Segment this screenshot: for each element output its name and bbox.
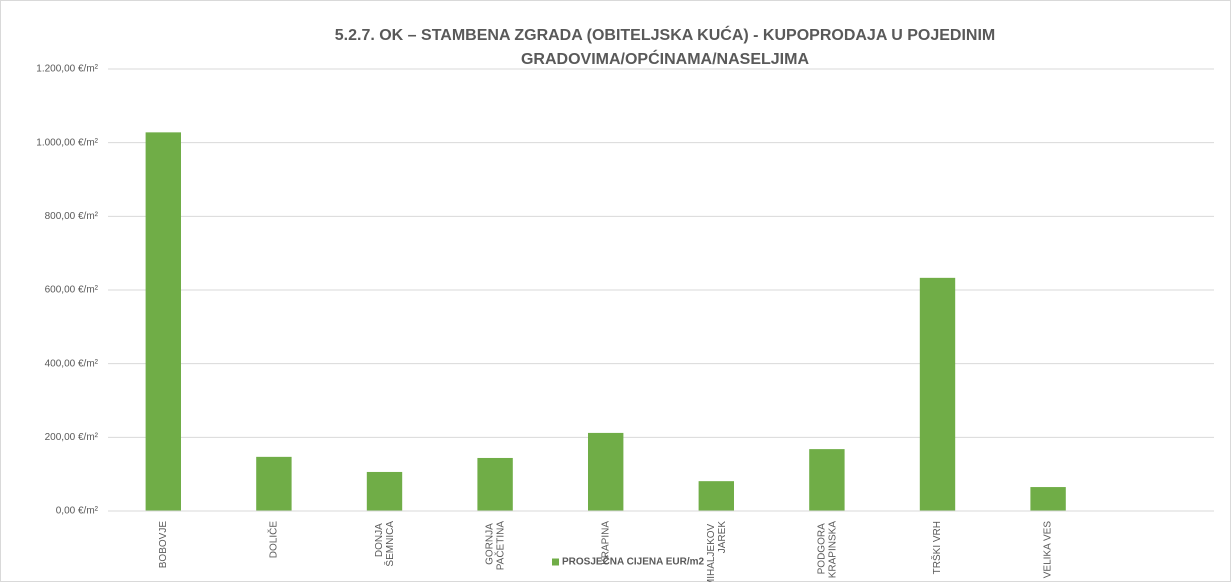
x-tick-label: PODGORA KRAPINSKA [816, 521, 838, 579]
y-tick-label: 1.200,00 €/m² [36, 64, 98, 75]
x-tick-label: DOLIČE [267, 521, 280, 559]
bar [145, 132, 181, 511]
bar [919, 277, 956, 511]
x-tick-label: GORNJA PAČETINA [484, 521, 506, 571]
legend-swatch [552, 558, 559, 566]
y-tick-label: 0,00 €/m² [56, 506, 99, 517]
chart-title: 5.2.7. OK – STAMBENA ZGRADA (OBITELJSKA … [334, 27, 996, 68]
bar [256, 456, 292, 511]
y-tick-label: 800,00 €/m² [45, 211, 99, 222]
bar [477, 457, 513, 511]
y-tick-label: 400,00 €/m² [45, 358, 99, 369]
x-tick-label: BOBOVJE [158, 521, 169, 569]
bar [1030, 487, 1066, 511]
legend-label: PROSJEČNA CIJENA EUR/m2 [562, 555, 705, 568]
x-tick-label: TRŠKI VRH [930, 521, 943, 574]
x-tick-label: KRAPINA [600, 521, 611, 565]
y-tick-label: 600,00 €/m² [45, 285, 99, 296]
x-tick-label: DONJA ŠEMNICA [374, 521, 396, 567]
y-tick-label: 1.000,00 €/m² [36, 137, 98, 148]
bar [809, 449, 845, 511]
bar [588, 432, 624, 511]
x-tick-label: MIHALJEKOV JAREK [705, 521, 727, 582]
bar [698, 481, 734, 511]
y-tick-label: 200,00 €/m² [45, 432, 99, 443]
bar [366, 471, 403, 511]
x-tick-label: VELIKA VES [1043, 521, 1054, 579]
